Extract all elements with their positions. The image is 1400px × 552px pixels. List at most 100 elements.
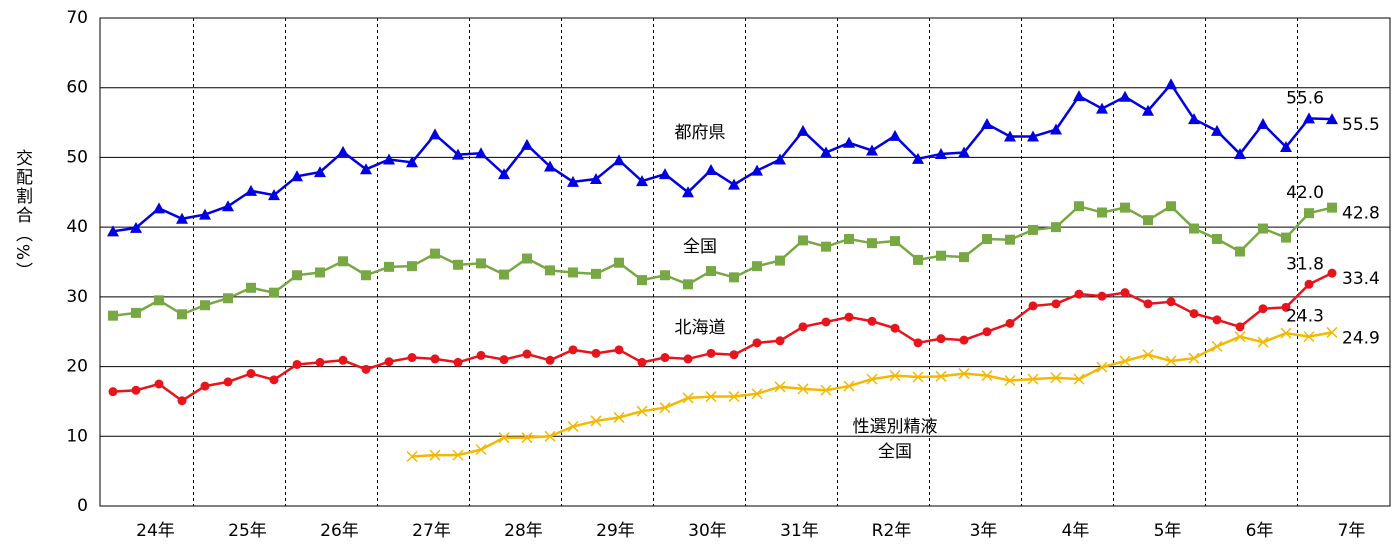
marker (683, 354, 693, 364)
marker (959, 252, 969, 263)
marker (1027, 373, 1039, 385)
x-tick-label: 3年 (970, 521, 998, 541)
marker (1304, 208, 1314, 219)
marker (912, 371, 924, 383)
marker (1280, 327, 1292, 339)
marker (821, 317, 831, 327)
marker (1303, 112, 1315, 124)
marker (1234, 331, 1246, 343)
marker (890, 236, 900, 247)
y-tick-label: 30 (66, 287, 88, 307)
x-tick-label: 25年 (228, 521, 267, 541)
marker (361, 364, 371, 374)
marker (1028, 224, 1038, 235)
marker (222, 200, 234, 212)
marker (1327, 268, 1337, 278)
marker (1050, 372, 1062, 384)
marker (913, 254, 923, 265)
marker (131, 385, 141, 395)
marker (1051, 299, 1061, 309)
marker (223, 293, 233, 304)
marker (1073, 90, 1085, 102)
y-tick-label: 0 (77, 496, 88, 516)
marker (613, 411, 625, 423)
value-label: 55.5 (1342, 115, 1380, 135)
marker (1004, 130, 1016, 142)
marker (774, 381, 786, 393)
marker (1212, 233, 1222, 244)
marker (407, 261, 417, 272)
marker (200, 381, 210, 391)
marker (269, 375, 279, 385)
marker (590, 415, 602, 427)
marker (1165, 355, 1177, 367)
marker (797, 124, 809, 136)
x-tick-label: 27年 (412, 521, 451, 541)
marker (245, 184, 257, 196)
marker (453, 259, 463, 270)
marker (981, 117, 993, 129)
marker (223, 377, 233, 387)
value-label: 55.6 (1286, 88, 1324, 108)
marker (292, 270, 302, 281)
x-tick-label: 24年 (136, 521, 175, 541)
marker (1258, 223, 1268, 234)
marker (360, 163, 372, 175)
series-label: 全国 (683, 237, 717, 257)
marker (1050, 123, 1062, 135)
marker (706, 348, 716, 358)
marker (1097, 207, 1107, 218)
marker (567, 175, 579, 187)
x-tick-label: 26年 (320, 521, 359, 541)
marker (1326, 113, 1338, 125)
marker (545, 355, 555, 365)
marker (1005, 234, 1015, 245)
marker (637, 357, 647, 367)
marker (1235, 322, 1245, 332)
series-label: 性選別精液 (853, 417, 938, 437)
marker (337, 145, 349, 157)
marker (935, 370, 947, 382)
marker (153, 202, 165, 214)
marker (429, 449, 441, 461)
marker (936, 250, 946, 261)
series-label: 北海道 (675, 318, 726, 338)
marker (912, 152, 924, 164)
marker (705, 163, 717, 175)
marker (291, 170, 303, 182)
marker (1096, 361, 1108, 373)
marker (982, 233, 992, 244)
x-tick-label: 7年 (1338, 521, 1366, 541)
marker (706, 266, 716, 277)
marker (958, 146, 970, 158)
marker (384, 261, 394, 272)
marker (705, 391, 717, 403)
marker (429, 128, 441, 140)
marker (1096, 102, 1108, 114)
marker (797, 383, 809, 395)
marker (1166, 297, 1176, 307)
marker (751, 164, 763, 176)
marker (1051, 222, 1061, 233)
marker (889, 129, 901, 141)
marker (475, 147, 487, 159)
marker (591, 348, 601, 358)
marker (1165, 78, 1177, 90)
marker (913, 338, 923, 348)
marker (269, 287, 279, 298)
marker (338, 256, 348, 267)
marker (430, 354, 440, 364)
marker (1211, 340, 1223, 352)
marker (154, 295, 164, 306)
marker (590, 173, 602, 185)
marker (544, 160, 556, 172)
marker (176, 212, 188, 224)
marker (729, 272, 739, 283)
marker (1142, 104, 1154, 116)
marker (1257, 336, 1269, 348)
marker (177, 396, 187, 406)
marker (1074, 201, 1084, 212)
marker (1097, 291, 1107, 301)
marker (866, 373, 878, 385)
marker (1143, 215, 1153, 226)
